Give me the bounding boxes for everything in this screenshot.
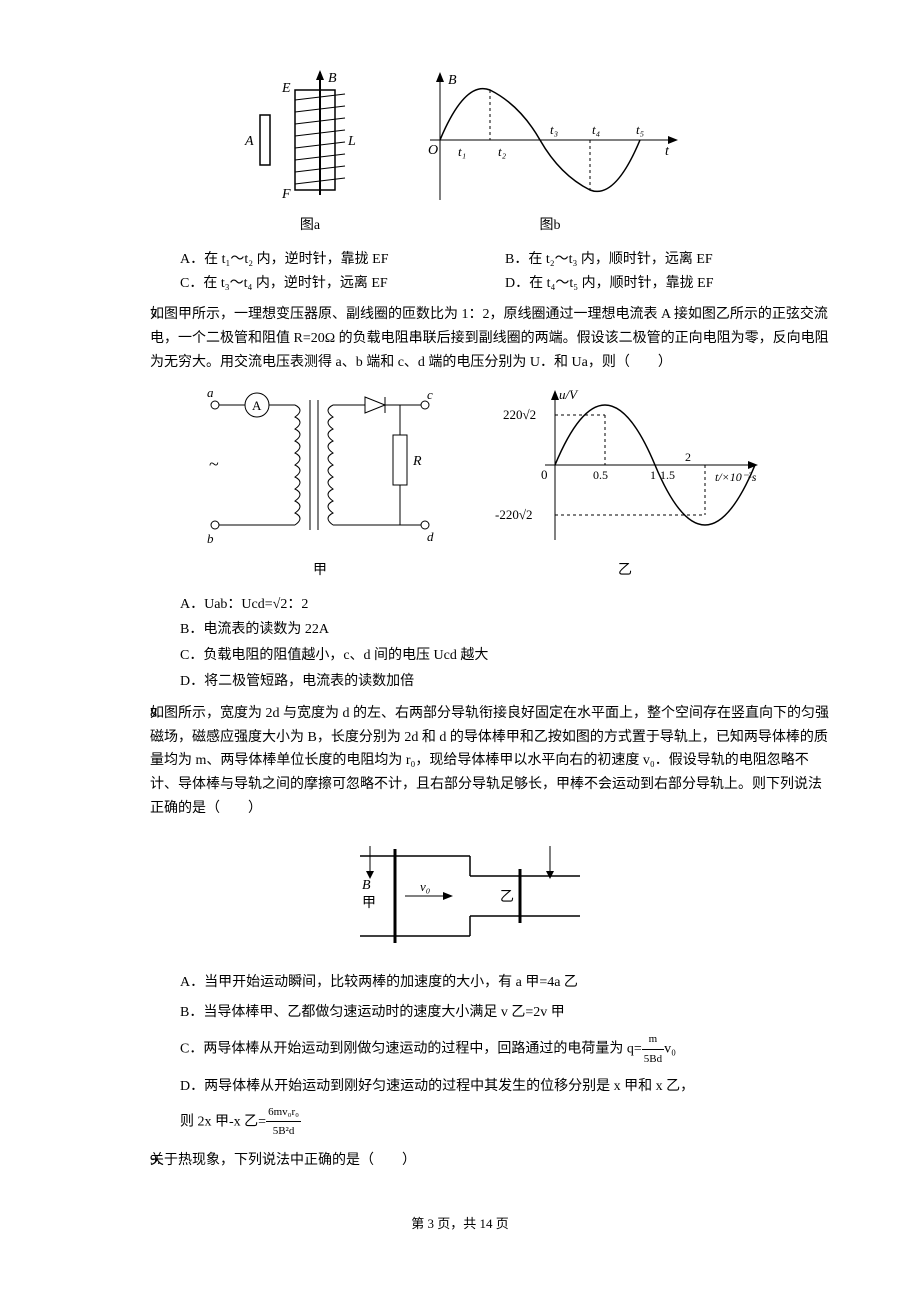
svg-text:-220√2: -220√2 (495, 507, 532, 522)
q6-option-c: C．在 t₃～t₄ 内，逆时针，远离 EF (180, 272, 505, 296)
q8-num: 8. (90, 702, 150, 821)
label-F: F (281, 187, 291, 202)
svg-text:b: b (207, 531, 214, 546)
label-A: A (244, 134, 254, 149)
q7-figures: A ~ a b c d R (130, 385, 830, 583)
figure-b-svg: B t O t₁ t₂ t₃ t₄ t₅ (420, 70, 680, 210)
svg-text:B: B (362, 878, 371, 893)
figure-a: A B E F L 图a (240, 70, 380, 238)
q7-num: 7. (90, 303, 150, 374)
svg-text:c: c (427, 387, 433, 402)
svg-text:乙: 乙 (500, 889, 514, 905)
svg-text:R: R (412, 454, 422, 469)
svg-text:1.5: 1.5 (660, 468, 675, 482)
label-B: B (328, 71, 337, 86)
svg-text:2: 2 (685, 450, 691, 464)
svg-text:O: O (428, 143, 438, 158)
q8-option-d: D．两导体棒从开始运动到刚好匀速运动的过程中其发生的位移分别是 x 甲和 x 乙… (180, 1075, 830, 1141)
svg-text:a: a (207, 385, 214, 400)
q7-body: 如图甲所示，一理想变压器原、副线圈的匝数比为 1：2，原线圈通过一理想电流表 A… (150, 303, 830, 374)
figure-jia-label: 甲 (313, 559, 327, 583)
q8-figure-svg: B 甲 乙 v₀ (330, 831, 590, 961)
figure-jia: A ~ a b c d R (195, 385, 445, 583)
figure-a-label: 图a (300, 214, 320, 238)
q8-option-b: B．当导体棒甲、乙都做匀速运动时的速度大小满足 v 乙=2v 甲 (180, 1001, 830, 1025)
q8-body: 如图所示，宽度为 2d 与宽度为 d 的左、右两部分导轨衔接良好固定在水平面上，… (150, 702, 830, 821)
figure-b: B t O t₁ t₂ t₃ t₄ t₅ 图b (420, 70, 680, 238)
q7: 7. 如图甲所示，一理想变压器原、副线圈的匝数比为 1：2，原线圈通过一理想电流… (90, 303, 830, 374)
q8-option-a: A．当甲开始运动瞬间，比较两棒的加速度的大小，有 a 甲=4a 乙 (180, 971, 830, 995)
svg-text:t₅: t₅ (636, 122, 644, 137)
svg-text:220√2: 220√2 (503, 407, 536, 422)
q8: 8. 如图所示，宽度为 2d 与宽度为 d 的左、右两部分导轨衔接良好固定在水平… (90, 702, 830, 821)
q7-option-b: B．电流表的读数为 22A (180, 618, 830, 642)
q6-option-a: A．在 t₁～t₂ 内，逆时针，靠拢 EF (180, 248, 505, 272)
svg-text:t: t (665, 144, 670, 159)
svg-text:d: d (427, 529, 434, 544)
q8-option-c: C．两导体棒从开始运动到刚做匀速运动的过程中，回路通过的电荷量为 q=m5Bdv… (180, 1030, 830, 1068)
q7-option-d: D．将二极管短路，电流表的读数加倍 (180, 670, 830, 694)
q6-option-b: B．在 t₂～t₃ 内，顺时针，远离 EF (505, 248, 830, 272)
svg-text:t₄: t₄ (592, 122, 601, 137)
svg-text:t₁: t₁ (458, 144, 466, 159)
q7-option-a: A．Uab：Ucd=√2：2 (180, 593, 830, 617)
q7-options: A．Uab：Ucd=√2：2 B．电流表的读数为 22A C．负载电阻的阻值越小… (180, 593, 830, 694)
svg-text:B: B (448, 73, 457, 88)
label-E: E (281, 81, 291, 96)
svg-text:t/×10⁻²s: t/×10⁻²s (715, 470, 757, 484)
figure-yi: u/V t/×10⁻²s 220√2 -220√2 0 0.5 1 1.5 2 … (485, 385, 765, 583)
q9-body: 关于热现象，下列说法中正确的是（ ） (150, 1149, 830, 1173)
q6-figures: A B E F L 图a B t O t₁ t₂ t₃ t₄ (90, 70, 830, 238)
q7-option-c: C．负载电阻的阻值越小，c、d 间的电压 Ucd 越大 (180, 644, 830, 668)
svg-text:甲: 甲 (362, 896, 376, 911)
q9-num: 9. (90, 1149, 150, 1173)
svg-text:t₃: t₃ (550, 122, 558, 137)
svg-text:1: 1 (650, 468, 656, 482)
svg-text:u/V: u/V (559, 387, 579, 402)
q8-figure: B 甲 乙 v₀ (90, 831, 830, 961)
svg-text:t₂: t₂ (498, 144, 507, 159)
figure-yi-svg: u/V t/×10⁻²s 220√2 -220√2 0 0.5 1 1.5 2 (485, 385, 765, 555)
figure-a-svg: A B E F L (240, 70, 380, 210)
q6-option-d: D．在 t₄～t₅ 内，顺时针，靠拢 EF (505, 272, 830, 296)
q9: 9. 关于热现象，下列说法中正确的是（ ） (90, 1149, 830, 1173)
label-L: L (347, 134, 356, 149)
svg-text:v₀: v₀ (420, 879, 430, 894)
figure-b-label: 图b (540, 214, 561, 238)
svg-text:~: ~ (209, 454, 219, 474)
svg-text:0.5: 0.5 (593, 468, 608, 482)
figure-jia-svg: A ~ a b c d R (195, 385, 445, 555)
page-footer: 第 3 页，共 14 页 (90, 1213, 830, 1235)
svg-text:A: A (252, 398, 262, 413)
q8-options: A．当甲开始运动瞬间，比较两棒的加速度的大小，有 a 甲=4a 乙 B．当导体棒… (180, 971, 830, 1141)
figure-yi-label: 乙 (618, 559, 632, 583)
svg-text:0: 0 (541, 467, 548, 482)
q6-options: A．在 t₁～t₂ 内，逆时针，靠拢 EF B．在 t₂～t₃ 内，顺时针，远离… (180, 248, 830, 296)
